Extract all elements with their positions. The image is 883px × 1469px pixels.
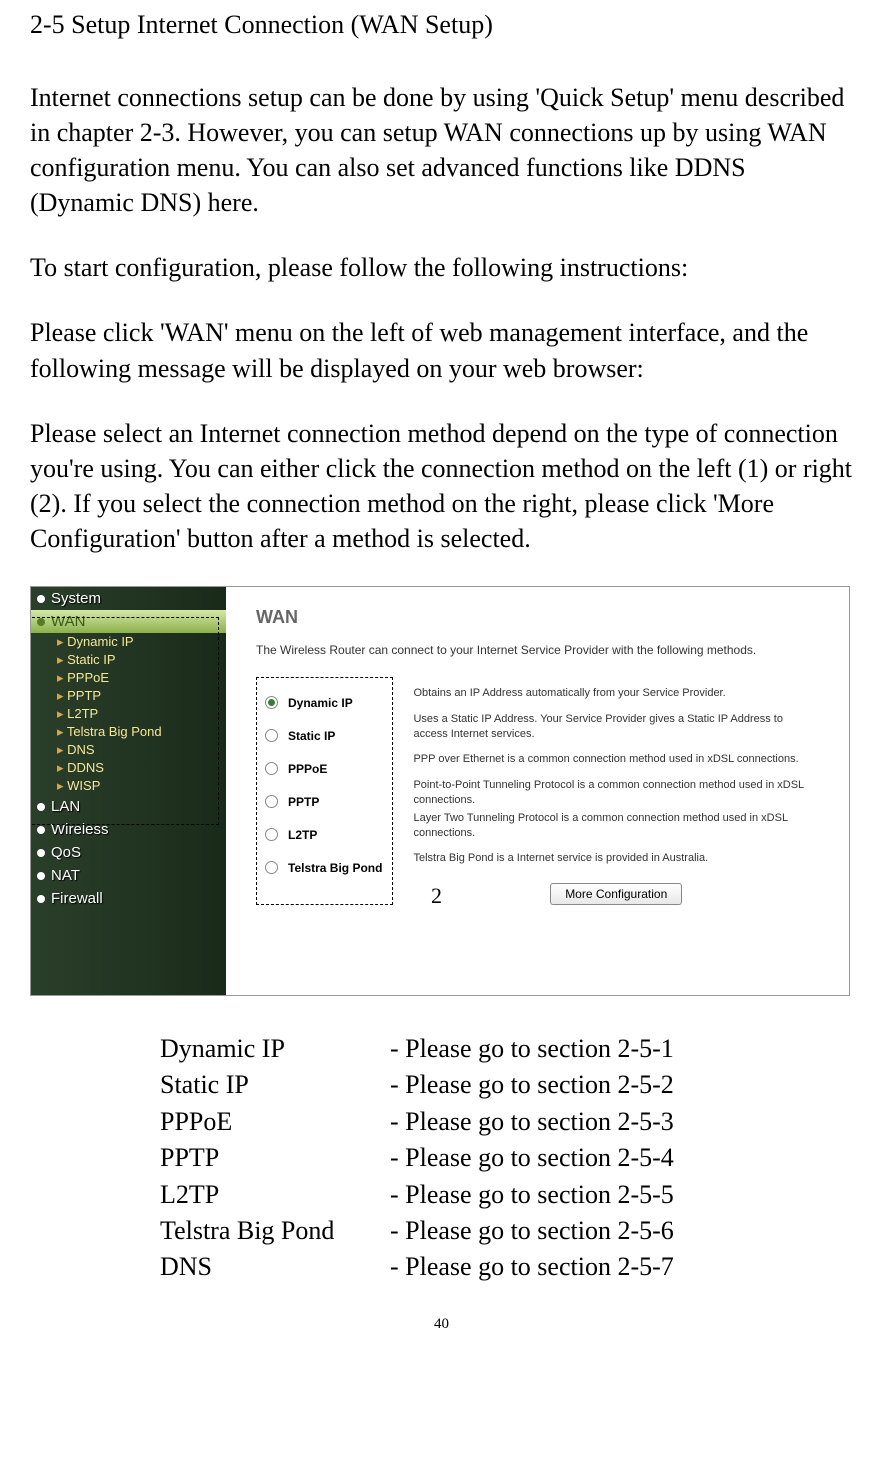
method-desc: Layer Two Tunneling Protocol is a common… xyxy=(413,809,819,842)
sidebar-label: NAT xyxy=(51,867,80,884)
radio-label: PPTP xyxy=(288,795,319,809)
sidebar-sub-l2tp[interactable]: L2TP xyxy=(31,705,226,723)
ref-section: - Please go to section 2-5-3 xyxy=(390,1104,674,1140)
sidebar-item-system[interactable]: System xyxy=(31,587,226,610)
page-number: 40 xyxy=(30,1316,853,1333)
sidebar-item-lan[interactable]: LAN xyxy=(31,795,226,818)
description-column: Obtains an IP Address automatically from… xyxy=(413,677,819,905)
radio-label: PPPoE xyxy=(288,762,327,776)
sidebar-item-qos[interactable]: QoS xyxy=(31,841,226,864)
ref-method: Telstra Big Pond xyxy=(160,1213,390,1249)
method-desc: Obtains an IP Address automatically from… xyxy=(413,677,819,710)
bullet-icon xyxy=(37,849,45,857)
ref-section: - Please go to section 2-5-1 xyxy=(390,1031,674,1067)
sidebar-sub-dynamic-ip[interactable]: Dynamic IP xyxy=(31,633,226,651)
radio-label: L2TP xyxy=(288,828,317,842)
radio-l2tp[interactable]: L2TP xyxy=(265,818,382,851)
sidebar-sub-pppoe[interactable]: PPPoE xyxy=(31,669,226,687)
method-desc: Uses a Static IP Address. Your Service P… xyxy=(413,710,819,743)
sidebar-sub-dns[interactable]: DNS xyxy=(31,741,226,759)
radio-icon xyxy=(265,861,278,874)
radio-telstra[interactable]: Telstra Big Pond xyxy=(265,851,382,884)
panel-description: The Wireless Router can connect to your … xyxy=(256,643,819,657)
radio-icon xyxy=(265,828,278,841)
paragraph: Internet connections setup can be done b… xyxy=(30,80,853,220)
ref-row: DNS- Please go to section 2-5-7 xyxy=(160,1249,853,1285)
sidebar-item-wireless[interactable]: Wireless xyxy=(31,818,226,841)
radio-icon xyxy=(265,696,278,709)
bullet-icon xyxy=(37,895,45,903)
radio-label: Dynamic IP xyxy=(288,696,353,710)
bullet-icon xyxy=(37,803,45,811)
radio-column: Dynamic IP Static IP PPPoE PPTP L2TP Tel… xyxy=(256,677,393,905)
sidebar-sub-pptp[interactable]: PPTP xyxy=(31,687,226,705)
ref-section: - Please go to section 2-5-6 xyxy=(390,1213,674,1249)
reference-table: Dynamic IP- Please go to section 2-5-1 S… xyxy=(160,1031,853,1286)
sidebar-label: QoS xyxy=(51,844,81,861)
sidebar-sub-ddns[interactable]: DDNS xyxy=(31,759,226,777)
ref-method: PPPoE xyxy=(160,1104,390,1140)
radio-pppoe[interactable]: PPPoE xyxy=(265,752,382,785)
sidebar-item-wan[interactable]: WAN xyxy=(31,610,226,633)
radio-icon xyxy=(265,729,278,742)
ref-row: PPPoE- Please go to section 2-5-3 xyxy=(160,1104,853,1140)
ref-section: - Please go to section 2-5-2 xyxy=(390,1067,674,1103)
methods-table: Dynamic IP Static IP PPPoE PPTP L2TP Tel… xyxy=(256,677,819,905)
radio-dynamic-ip[interactable]: Dynamic IP xyxy=(265,686,382,719)
paragraph: To start configuration, please follow th… xyxy=(30,250,853,285)
section-title: 2-5 Setup Internet Connection (WAN Setup… xyxy=(30,10,853,40)
sidebar-label: WAN xyxy=(51,613,85,630)
ref-method: DNS xyxy=(160,1249,390,1285)
sidebar-label: System xyxy=(51,590,101,607)
router-screenshot: System WAN Dynamic IP Static IP PPPoE PP… xyxy=(30,586,850,996)
sidebar-sub-wisp[interactable]: WISP xyxy=(31,777,226,795)
main-panel: WAN The Wireless Router can connect to y… xyxy=(226,587,849,995)
ref-method: Dynamic IP xyxy=(160,1031,390,1067)
ref-section: - Please go to section 2-5-4 xyxy=(390,1140,674,1176)
sidebar-label: LAN xyxy=(51,798,80,815)
paragraph: Please select an Internet connection met… xyxy=(30,416,853,556)
ref-section: - Please go to section 2-5-5 xyxy=(390,1177,674,1213)
radio-label: Telstra Big Pond xyxy=(288,861,382,875)
sidebar-label: Firewall xyxy=(51,890,103,907)
ref-method: L2TP xyxy=(160,1177,390,1213)
ref-row: L2TP- Please go to section 2-5-5 xyxy=(160,1177,853,1213)
ref-method: Static IP xyxy=(160,1067,390,1103)
callout-number-2: 2 xyxy=(431,883,442,909)
radio-icon xyxy=(265,795,278,808)
sidebar-item-firewall[interactable]: Firewall xyxy=(31,887,226,910)
bullet-icon xyxy=(37,872,45,880)
radio-pptp[interactable]: PPTP xyxy=(265,785,382,818)
sidebar-item-nat[interactable]: NAT xyxy=(31,864,226,887)
ref-row: PPTP- Please go to section 2-5-4 xyxy=(160,1140,853,1176)
ref-row: Dynamic IP- Please go to section 2-5-1 xyxy=(160,1031,853,1067)
method-desc: PPP over Ethernet is a common connection… xyxy=(413,743,819,776)
sidebar-label: Wireless xyxy=(51,821,109,838)
paragraph: Please click 'WAN' menu on the left of w… xyxy=(30,315,853,385)
ref-section: - Please go to section 2-5-7 xyxy=(390,1249,674,1285)
more-config-row: More Configuration xyxy=(413,883,819,905)
method-desc: Point-to-Point Tunneling Protocol is a c… xyxy=(413,776,819,809)
sidebar-sub-telstra[interactable]: Telstra Big Pond xyxy=(31,723,226,741)
more-configuration-button[interactable]: More Configuration xyxy=(550,883,682,905)
radio-icon xyxy=(265,762,278,775)
bullet-icon xyxy=(37,618,45,626)
radio-label: Static IP xyxy=(288,729,335,743)
radio-static-ip[interactable]: Static IP xyxy=(265,719,382,752)
sidebar: System WAN Dynamic IP Static IP PPPoE PP… xyxy=(31,587,226,995)
ref-row: Static IP- Please go to section 2-5-2 xyxy=(160,1067,853,1103)
ref-method: PPTP xyxy=(160,1140,390,1176)
bullet-icon xyxy=(37,595,45,603)
sidebar-sub-static-ip[interactable]: Static IP xyxy=(31,651,226,669)
panel-title: WAN xyxy=(256,607,819,628)
ref-row: Telstra Big Pond- Please go to section 2… xyxy=(160,1213,853,1249)
method-desc: Telstra Big Pond is a Internet service i… xyxy=(413,842,819,875)
bullet-icon xyxy=(37,826,45,834)
